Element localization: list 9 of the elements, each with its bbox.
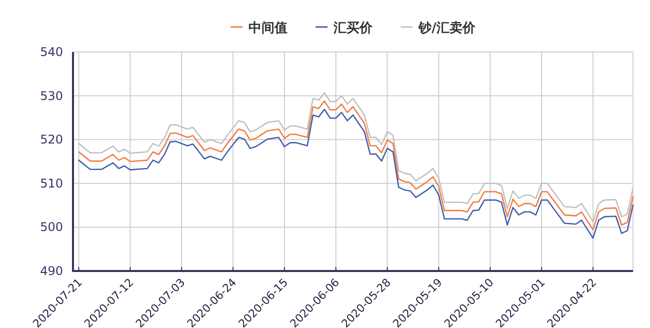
legend-label: 汇买价 [332, 21, 374, 36]
y-tick-label: 510 [40, 176, 63, 190]
y-tick-label: 490 [40, 264, 63, 278]
y-tick-label: 530 [40, 88, 63, 103]
y-tick-label: 540 [40, 45, 63, 59]
legend-label: 钞/汇卖价 [418, 21, 476, 36]
y-tick-label: 500 [40, 220, 63, 234]
y-tick-label: 520 [40, 132, 63, 147]
legend-label: 中间值 [248, 21, 288, 36]
